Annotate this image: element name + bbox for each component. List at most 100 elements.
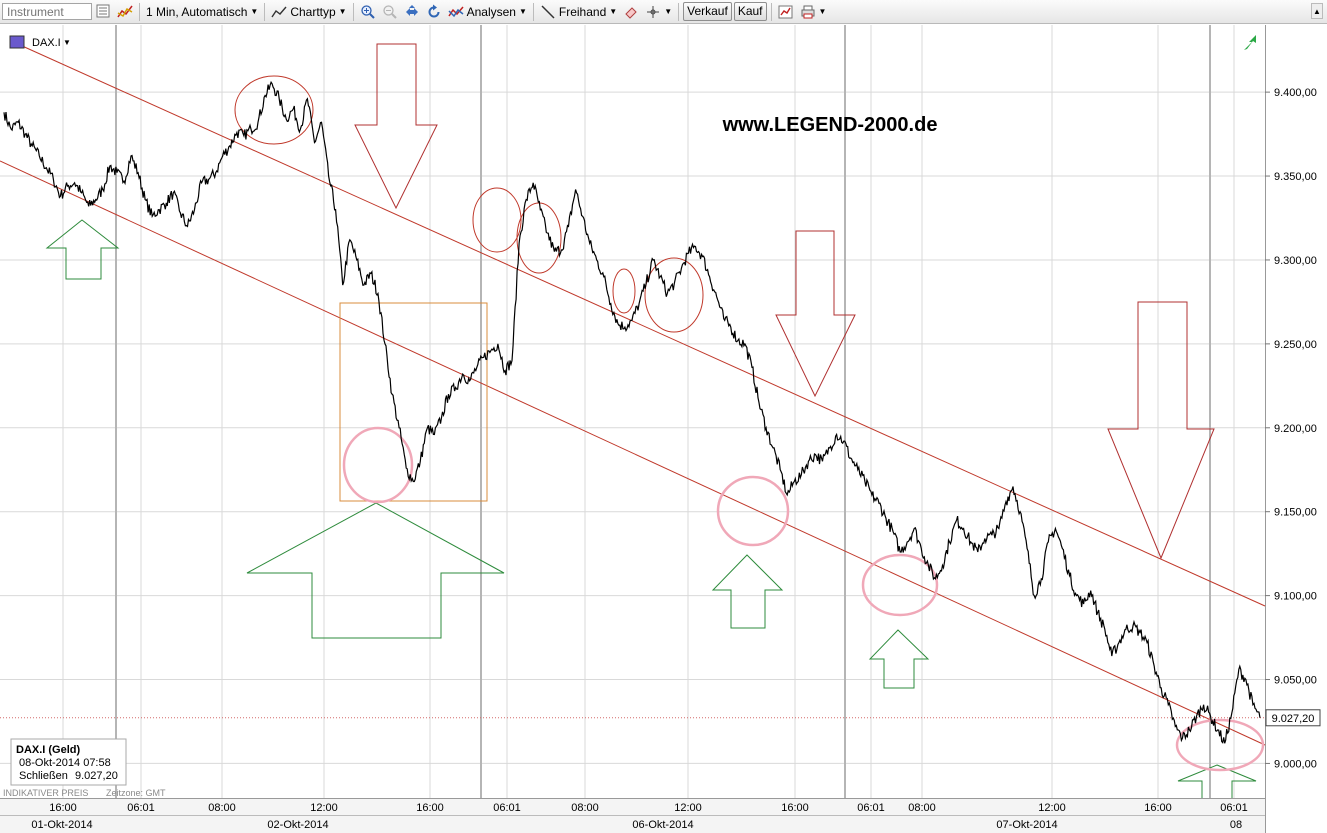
time-tick-label: 12:00 (674, 802, 702, 814)
reset-button[interactable] (423, 2, 445, 22)
eraser-icon (623, 4, 639, 20)
info-box: DAX.I (Geld) 08-Okt-2014 07:58 Schließen… (10, 738, 127, 786)
watermark-text: www.LEGEND-2000.de (722, 114, 938, 136)
analyses-label: Analysen (466, 4, 516, 19)
realtime-indicator-icon (1244, 35, 1256, 50)
time-tick-labels: 16:00 06:01 08:00 12:00 16:00 06:01 08:00 12:00… (49, 802, 1248, 814)
new-chart-button[interactable] (775, 2, 797, 22)
highlight-circle-pink (861, 553, 939, 617)
y-tick-label: 9.150,00 (1274, 507, 1317, 519)
line-chart-icon (271, 4, 287, 20)
print-dropdown[interactable]: ▼ (797, 2, 830, 22)
zoom-in-icon (360, 4, 376, 20)
date-tick-label: 02-Okt-2014 (267, 819, 328, 831)
price-series-line (3, 80, 1261, 744)
freehand-dropdown[interactable]: Freihand ▼ (537, 2, 620, 22)
scroll-up-arrow-icon[interactable]: ▲ (1311, 3, 1323, 19)
date-tick-label: 01-Okt-2014 (31, 819, 92, 831)
down-arrow (775, 230, 856, 398)
upper-trend-line (19, 44, 1266, 607)
highlight-circle-red (612, 268, 636, 314)
info-box-close-label: Schließen (19, 770, 68, 782)
lower-trend-line (0, 160, 1266, 746)
fit-button[interactable] (401, 2, 423, 22)
charttype-dropdown[interactable]: Charttyp ▼ (268, 2, 349, 22)
highlight-circle-pink (716, 475, 790, 547)
chevron-down-icon: ▼ (518, 7, 527, 16)
compare-chart-icon (117, 4, 133, 20)
info-box-close-value: 9.027,20 (75, 770, 118, 782)
zoom-out-button[interactable] (379, 2, 401, 22)
y-tick-label: 9.400,00 (1274, 87, 1317, 99)
time-tick-label: 06:01 (127, 802, 155, 814)
last-price-tag: 9.027,20 (1265, 709, 1321, 727)
time-tick-label: 08:00 (208, 802, 236, 814)
sell-button[interactable]: Verkauf (683, 2, 732, 21)
info-box-frame (10, 738, 127, 786)
zoom-in-button[interactable] (357, 2, 379, 22)
chevron-down-icon: ▼ (609, 7, 618, 16)
timezone-label: Zeitzone: GMT (106, 788, 166, 798)
date-tick-labels: 01-Okt-2014 02-Okt-2014 06-Okt-2014 07-Okt-… (31, 819, 1242, 831)
draw-line-icon (540, 4, 556, 20)
up-arrow (711, 554, 784, 629)
y-tick-label: 9.000,00 (1274, 758, 1317, 770)
time-tick-label: 08:00 (571, 802, 599, 814)
analysis-icon (447, 4, 464, 20)
horizontal-grid (0, 91, 1265, 764)
toolbar-separator (139, 2, 140, 21)
interval-label: 1 Min, Automatisch (146, 4, 248, 19)
analyses-dropdown[interactable]: Analysen ▼ (445, 2, 530, 22)
y-axis-area (1265, 25, 1327, 833)
up-arrow (868, 629, 930, 689)
highlight-box (339, 302, 488, 502)
indicative-price-label: INDIKATIVER PREIS (3, 788, 88, 798)
freehand-label: Freihand (558, 4, 607, 19)
info-box-title: DAX.I (Geld) (16, 744, 81, 756)
time-tick-label: 06:01 (1220, 802, 1248, 814)
price-chart[interactable]: 9.000,00 9.050,00 9.100,00 9.150,00 9.200,00… (0, 25, 1327, 833)
down-arrow (1107, 301, 1215, 560)
chart-window-icon (778, 4, 794, 20)
buy-button[interactable]: Kauf (733, 2, 767, 21)
y-tick-label: 9.350,00 (1274, 171, 1317, 183)
last-price-tag-box (1265, 709, 1321, 727)
symbol-label: DAX.I (32, 37, 61, 49)
eraser-button[interactable] (620, 2, 642, 22)
y-tick-label: 9.200,00 (1274, 423, 1317, 435)
printer-icon (800, 4, 816, 20)
toolbar-separator (678, 2, 680, 21)
chevron-down-icon: ▼ (338, 7, 347, 16)
up-arrow (45, 219, 120, 280)
y-tick-labels: 9.000,00 9.050,00 9.100,00 9.150,00 9.200,00… (1265, 87, 1317, 770)
toolbar-separator (770, 2, 772, 21)
chevron-down-icon: ▼ (63, 38, 71, 47)
interval-dropdown[interactable]: 1 Min, Automatisch ▼ (143, 2, 261, 22)
symbol-selector[interactable]: DAX.I ▼ (9, 35, 71, 49)
compare-button[interactable] (114, 2, 136, 22)
toolbar-separator (352, 2, 354, 21)
date-tick-label: 06-Okt-2014 (632, 819, 693, 831)
down-arrow (354, 43, 438, 210)
refresh-icon (426, 4, 442, 20)
last-price-tag-value: 9.027,20 (1272, 713, 1315, 725)
crosshair-dropdown[interactable]: ▼ (642, 2, 675, 22)
y-tick-label: 9.250,00 (1274, 339, 1317, 351)
time-tick-label: 12:00 (1038, 802, 1066, 814)
highlight-circle-red (234, 75, 314, 145)
time-tick-label: 08:00 (908, 802, 936, 814)
date-tick-label: 07-Okt-2014 (996, 819, 1057, 831)
chevron-down-icon: ▼ (250, 7, 259, 16)
chevron-down-icon: ▼ (818, 7, 827, 16)
instrument-search-input[interactable] (2, 3, 92, 20)
time-tick-label: 16:00 (49, 802, 77, 814)
cfd-icon (9, 35, 25, 49)
charttype-label: Charttyp (290, 4, 336, 19)
highlight-circle-red (472, 187, 522, 253)
y-tick-label: 9.300,00 (1274, 255, 1317, 267)
chevron-down-icon: ▼ (664, 7, 673, 16)
toolbar-separator (532, 2, 534, 21)
time-tick-label: 16:00 (416, 802, 444, 814)
y-tick-label: 9.050,00 (1274, 675, 1317, 687)
instrument-list-button[interactable] (92, 2, 114, 22)
